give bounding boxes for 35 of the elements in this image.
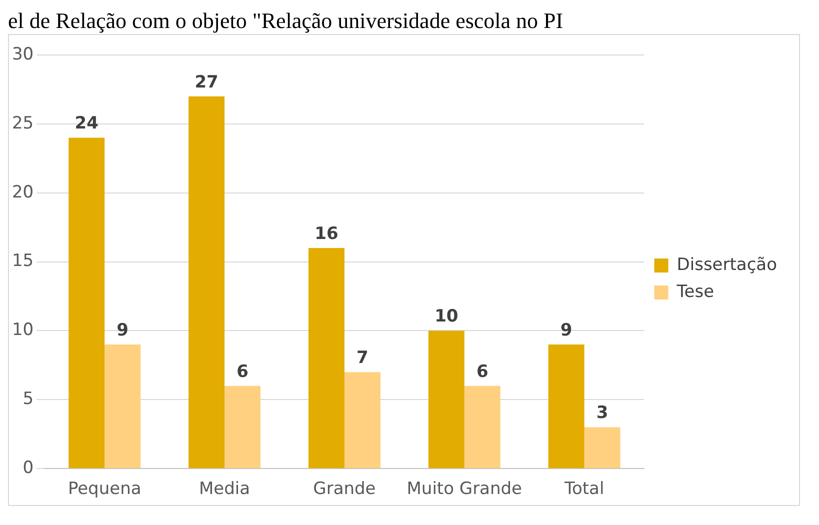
bar [68, 138, 105, 468]
bar [548, 344, 584, 468]
bar [464, 386, 500, 468]
bar [308, 248, 344, 468]
y-tick-label: 20 [12, 182, 34, 202]
x-tick-label: Muito Grande [406, 479, 522, 500]
y-tick-label: 5 [22, 389, 34, 410]
bar [224, 386, 261, 468]
data-label: 16 [314, 224, 338, 244]
chart-title: el de Relação com o objeto "Relação universidade escola no PI [8, 8, 564, 34]
data-label: 10 [434, 306, 458, 327]
y-tick-label: 30 [12, 44, 34, 64]
x-tick-label: Grande [313, 479, 376, 500]
legend-label: Dissertação [676, 254, 778, 275]
y-tick-label: 15 [12, 251, 34, 272]
bar [344, 372, 380, 468]
data-label: 9 [116, 320, 129, 340]
data-label: 27 [194, 72, 218, 92]
x-tick-label: Pequena [68, 479, 142, 500]
data-label: 6 [236, 362, 248, 382]
data-label: 24 [74, 114, 99, 134]
x-tick-label: Total [563, 479, 604, 500]
data-label: 3 [596, 403, 608, 424]
x-tick-label: Media [198, 479, 250, 500]
legend-label: Tese [676, 282, 714, 302]
y-tick-label: 0 [22, 458, 34, 478]
bar [188, 96, 225, 468]
data-label: 6 [476, 362, 488, 382]
bar [104, 344, 141, 468]
bar [584, 427, 620, 468]
y-tick-label: 25 [12, 113, 34, 134]
y-tick-label: 10 [12, 320, 34, 340]
data-label: 9 [560, 320, 572, 340]
bar [428, 330, 464, 468]
data-label: 7 [356, 348, 368, 368]
